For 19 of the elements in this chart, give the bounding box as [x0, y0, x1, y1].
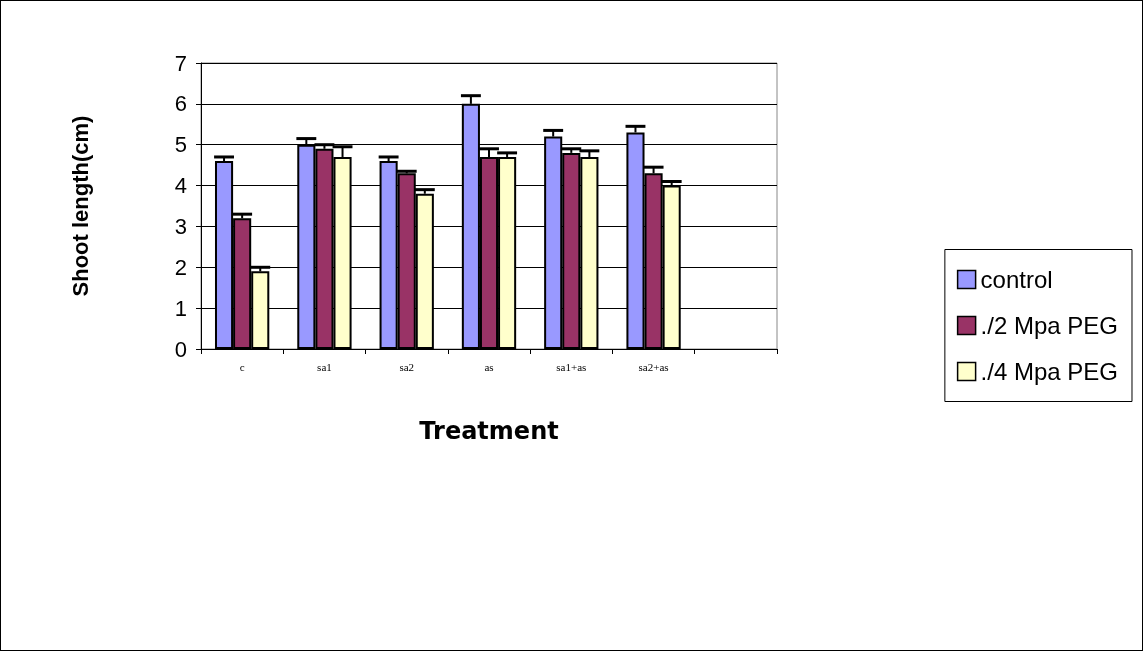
legend-label: ./2 Mpa PEG [980, 312, 1118, 339]
x-tick-label: as [484, 360, 494, 373]
x-tick-label: sa2+as [638, 360, 669, 373]
x-tick-label: sa2 [399, 360, 415, 373]
legend-label: ./4 Mpa PEG [980, 358, 1118, 385]
x-axis-title: Treatment [419, 417, 559, 445]
y-tick-label: 1 [174, 295, 187, 321]
y-tick-label: 3 [174, 213, 187, 239]
x-tick-label: sa1+as [556, 360, 587, 373]
legend-label: control [980, 266, 1053, 293]
x-tick-label: sa1 [317, 360, 332, 373]
y-tick-label: 6 [174, 91, 187, 117]
y-tick-label: 5 [174, 132, 187, 158]
y-axis-title: Shoot length(cm) [67, 115, 93, 297]
x-tick-label: c [239, 360, 245, 373]
y-tick-label: 4 [174, 173, 187, 199]
y-tick-label: 0 [174, 336, 187, 362]
y-tick-label: 7 [174, 50, 187, 76]
y-tick-label: 2 [174, 254, 187, 280]
